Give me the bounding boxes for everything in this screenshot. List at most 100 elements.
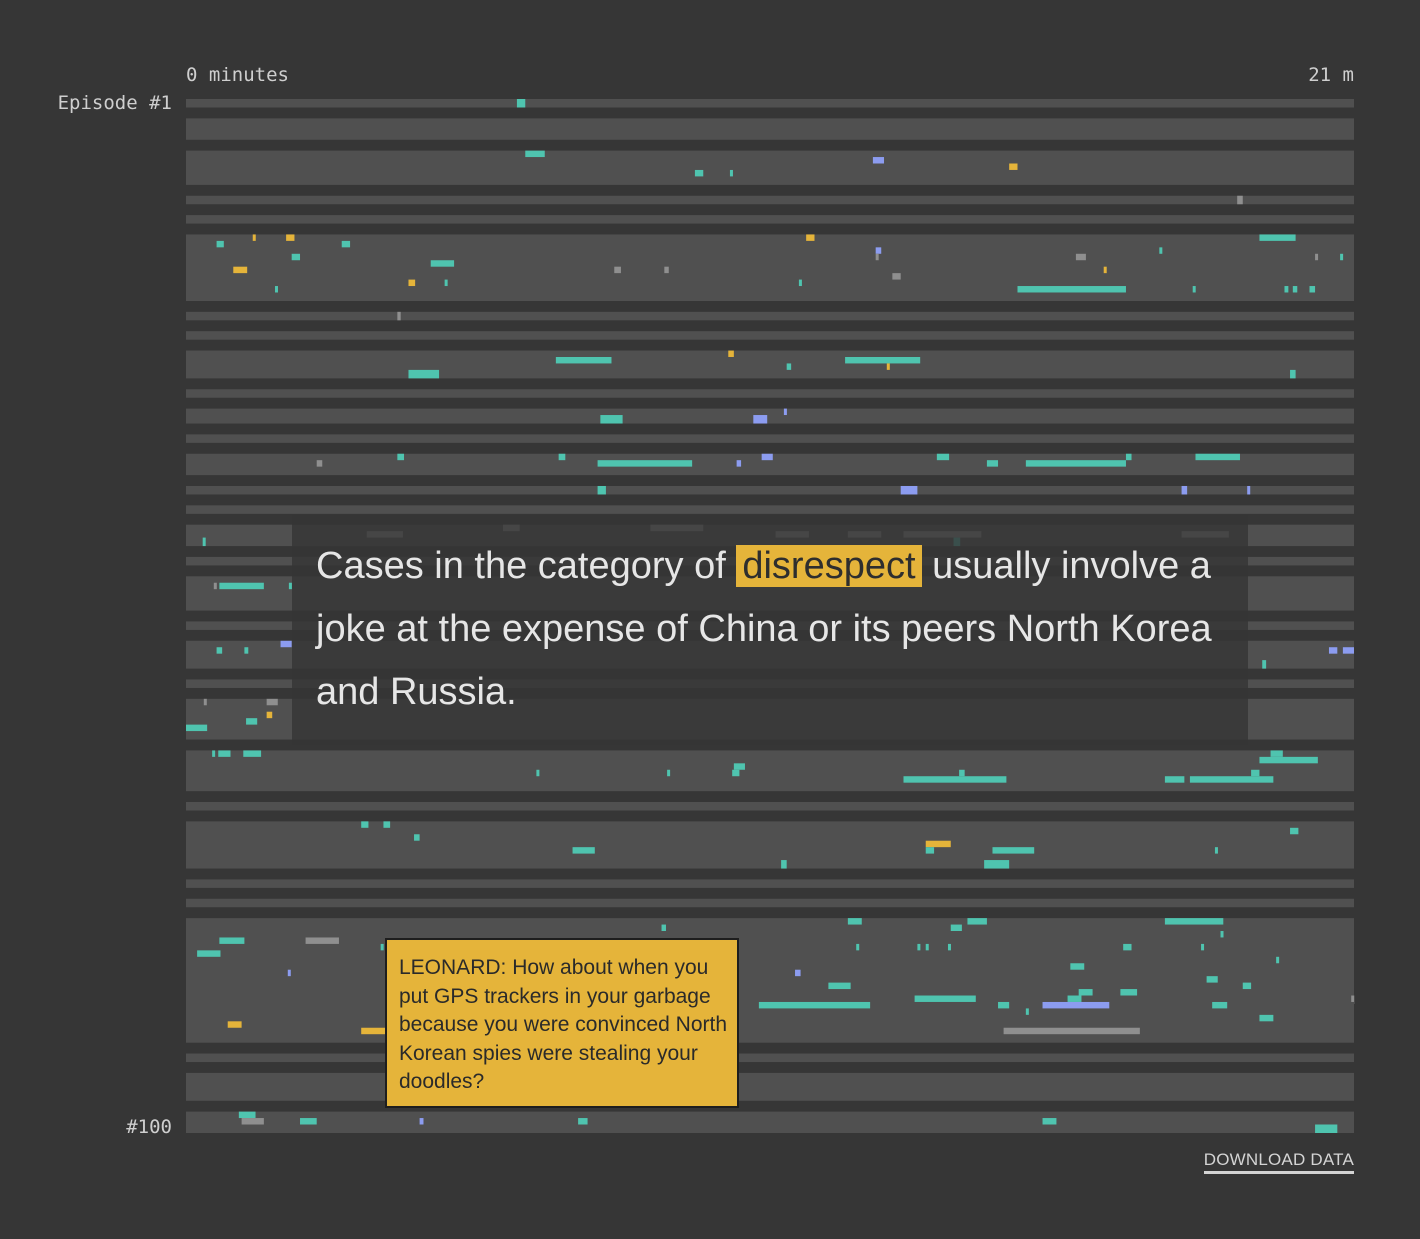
event-segment-teal[interactable]: [238, 1111, 256, 1121]
event-segment-blue[interactable]: [872, 157, 885, 166]
event-segment-blue[interactable]: [783, 408, 787, 418]
event-segment-gray[interactable]: [316, 460, 323, 469]
event-segment-teal[interactable]: [341, 240, 351, 250]
event-segment-teal[interactable]: [936, 453, 950, 463]
event-segment-disrespect[interactable]: [1103, 266, 1107, 276]
event-segment-teal[interactable]: [212, 750, 216, 759]
event-segment-teal[interactable]: [1290, 369, 1296, 379]
event-segment-teal[interactable]: [1309, 286, 1316, 295]
event-segment-teal[interactable]: [1195, 453, 1240, 463]
event-segment-teal[interactable]: [444, 279, 448, 289]
event-segment-blue[interactable]: [753, 415, 768, 424]
event-segment-gray[interactable]: [1315, 253, 1319, 263]
event-segment-teal[interactable]: [732, 769, 740, 779]
event-segment-teal[interactable]: [243, 750, 262, 759]
event-segment-disrespect[interactable]: [806, 234, 815, 243]
event-segment-gray[interactable]: [241, 1118, 264, 1127]
event-segment-blue[interactable]: [795, 969, 801, 979]
event-segment-teal[interactable]: [600, 415, 623, 424]
event-segment-teal[interactable]: [1212, 1001, 1228, 1011]
event-segment-teal[interactable]: [984, 860, 1010, 869]
event-segment-teal[interactable]: [1078, 989, 1093, 998]
event-segment-teal[interactable]: [1025, 1008, 1029, 1017]
event-segment-blue[interactable]: [1042, 1001, 1110, 1011]
event-segment-blue[interactable]: [1328, 647, 1338, 656]
event-segment-teal[interactable]: [1164, 776, 1185, 785]
event-segment-disrespect[interactable]: [233, 266, 248, 276]
event-segment-gray[interactable]: [1003, 1027, 1140, 1037]
event-segment-teal[interactable]: [959, 769, 965, 779]
event-segment-teal[interactable]: [1042, 1118, 1057, 1127]
event-segment-teal[interactable]: [1159, 247, 1163, 256]
event-segment-blue[interactable]: [1247, 485, 1251, 495]
event-segment-teal[interactable]: [1120, 989, 1138, 998]
event-segment-teal[interactable]: [216, 647, 223, 656]
event-segment-blue[interactable]: [1181, 485, 1188, 495]
event-segment-teal[interactable]: [1214, 847, 1218, 856]
event-segment-disrespect[interactable]: [1009, 163, 1018, 173]
event-segment-teal[interactable]: [914, 995, 976, 1005]
event-segment-blue[interactable]: [736, 460, 742, 469]
event-segment-teal[interactable]: [578, 1118, 588, 1127]
event-segment-teal[interactable]: [291, 253, 301, 263]
event-segment-teal[interactable]: [1067, 995, 1082, 1005]
event-segment-teal[interactable]: [925, 943, 929, 953]
event-segment-gray[interactable]: [1237, 195, 1243, 205]
event-segment-teal[interactable]: [950, 924, 962, 934]
event-segment-teal[interactable]: [1220, 931, 1224, 940]
event-segment-teal[interactable]: [925, 847, 935, 856]
event-segment-teal[interactable]: [288, 582, 292, 592]
event-segment-blue[interactable]: [419, 1118, 424, 1127]
download-data-link[interactable]: DOWNLOAD DATA: [1203, 1150, 1354, 1174]
event-segment-teal[interactable]: [383, 821, 391, 830]
event-segment-teal[interactable]: [1025, 460, 1126, 469]
event-segment-disrespect[interactable]: [886, 363, 890, 372]
event-segment-teal[interactable]: [274, 286, 278, 295]
event-segment-teal[interactable]: [667, 769, 671, 779]
event-segment-disrespect[interactable]: [286, 234, 295, 243]
event-segment-teal[interactable]: [1262, 660, 1267, 669]
event-segment-teal[interactable]: [430, 260, 455, 269]
event-segment-gray[interactable]: [266, 698, 278, 708]
event-segment-teal[interactable]: [300, 1118, 317, 1127]
event-segment-teal[interactable]: [856, 943, 860, 953]
event-segment-teal[interactable]: [555, 356, 612, 366]
event-segment-teal[interactable]: [219, 582, 264, 592]
event-segment-teal[interactable]: [1192, 286, 1196, 295]
event-segment-disrespect[interactable]: [266, 711, 273, 721]
event-segment-teal[interactable]: [516, 99, 526, 108]
event-segment-teal[interactable]: [1259, 1014, 1274, 1024]
event-segment-teal[interactable]: [847, 918, 862, 927]
event-segment-teal[interactable]: [397, 453, 405, 463]
event-segment-teal[interactable]: [408, 369, 440, 379]
event-segment-teal[interactable]: [219, 937, 245, 946]
event-segment-teal[interactable]: [1270, 750, 1283, 759]
event-segment-teal[interactable]: [1259, 234, 1296, 243]
event-segment-gray[interactable]: [1075, 253, 1086, 263]
event-segment-teal[interactable]: [186, 724, 208, 734]
event-segment-gray[interactable]: [213, 582, 217, 592]
event-segment-disrespect[interactable]: [227, 1021, 242, 1030]
event-segment-teal[interactable]: [729, 169, 733, 179]
event-segment-teal[interactable]: [218, 750, 231, 759]
event-segment-teal[interactable]: [1292, 286, 1298, 295]
event-segment-teal[interactable]: [1259, 756, 1318, 766]
event-segment-teal[interactable]: [1189, 776, 1274, 785]
event-segment-teal[interactable]: [202, 537, 206, 547]
event-segment-teal[interactable]: [572, 847, 595, 856]
event-segment-teal[interactable]: [1290, 827, 1299, 837]
event-segment-disrespect[interactable]: [728, 350, 734, 360]
event-segment-gray[interactable]: [305, 937, 339, 946]
event-segment-gray[interactable]: [397, 311, 401, 321]
event-segment-teal[interactable]: [1315, 1124, 1338, 1134]
event-segment-disrespect[interactable]: [252, 234, 256, 243]
event-segment-disrespect[interactable]: [361, 1027, 387, 1037]
event-segment-teal[interactable]: [917, 943, 921, 953]
event-segment-gray[interactable]: [614, 266, 621, 276]
event-segment-gray[interactable]: [203, 698, 207, 708]
event-segment-teal[interactable]: [798, 279, 802, 289]
event-segment-teal[interactable]: [1201, 943, 1205, 953]
event-segment-teal[interactable]: [1251, 769, 1260, 779]
event-segment-teal[interactable]: [733, 763, 745, 772]
event-segment-teal[interactable]: [986, 460, 999, 469]
